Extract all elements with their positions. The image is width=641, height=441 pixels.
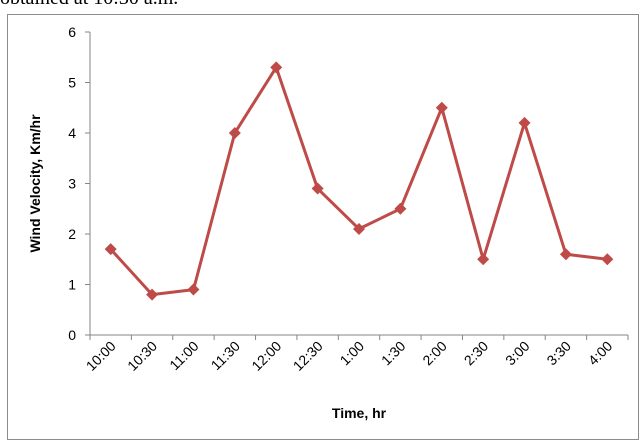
data-point [559,248,572,261]
x-tick-label: 2:30 [461,338,492,369]
data-point [477,253,490,266]
y-axis-title: Wind Velocity, Km/hr [27,114,43,253]
data-point [228,127,241,139]
x-tick-labels: 10:00 10:30 11:00 11:30 12:00 12:30 1:00 1:30 2:… [83,338,616,374]
caption-text: obtained at 10:30 a.m. [0,0,178,10]
x-tick-label: 3:00 [502,338,533,369]
y-tick-label: 6 [68,24,76,40]
x-tick-label: 1:00 [337,338,368,369]
data-point [311,182,324,195]
data-point [270,61,283,74]
data-point [394,202,407,215]
chart-area [7,14,639,440]
y-tick-label: 0 [68,327,76,343]
data-point [601,253,614,266]
y-tick-label: 4 [68,125,76,141]
x-tick-label: 1:30 [378,338,409,369]
x-tick-label: 12:00 [248,338,284,374]
data-series [104,61,614,301]
y-tick-label: 5 [68,75,76,91]
data-point [146,288,159,301]
series-line [109,65,608,297]
x-axis-title: Time, hr [332,405,387,421]
x-tick-label: 3:30 [543,338,574,369]
data-point [187,283,200,296]
data-point [435,101,448,114]
y-tick-labels: 0 1 2 3 4 5 6 [68,24,76,343]
x-tick-label: 11:30 [208,338,244,374]
x-tick-label: 11:00 [166,338,202,374]
y-tick-label: 2 [68,226,76,242]
chart-axes [85,31,629,340]
x-tick-label: 10:30 [124,338,160,374]
x-tick-label: 10:00 [83,338,119,374]
data-point [104,243,117,256]
data-point [518,116,531,129]
x-tick-label: 12:30 [290,338,326,374]
data-point [353,222,365,235]
x-tick-label: 2:00 [419,338,450,369]
y-tick-label: 3 [68,176,76,192]
y-tick-label: 1 [68,277,76,293]
x-tick-label: 4:00 [585,338,616,369]
